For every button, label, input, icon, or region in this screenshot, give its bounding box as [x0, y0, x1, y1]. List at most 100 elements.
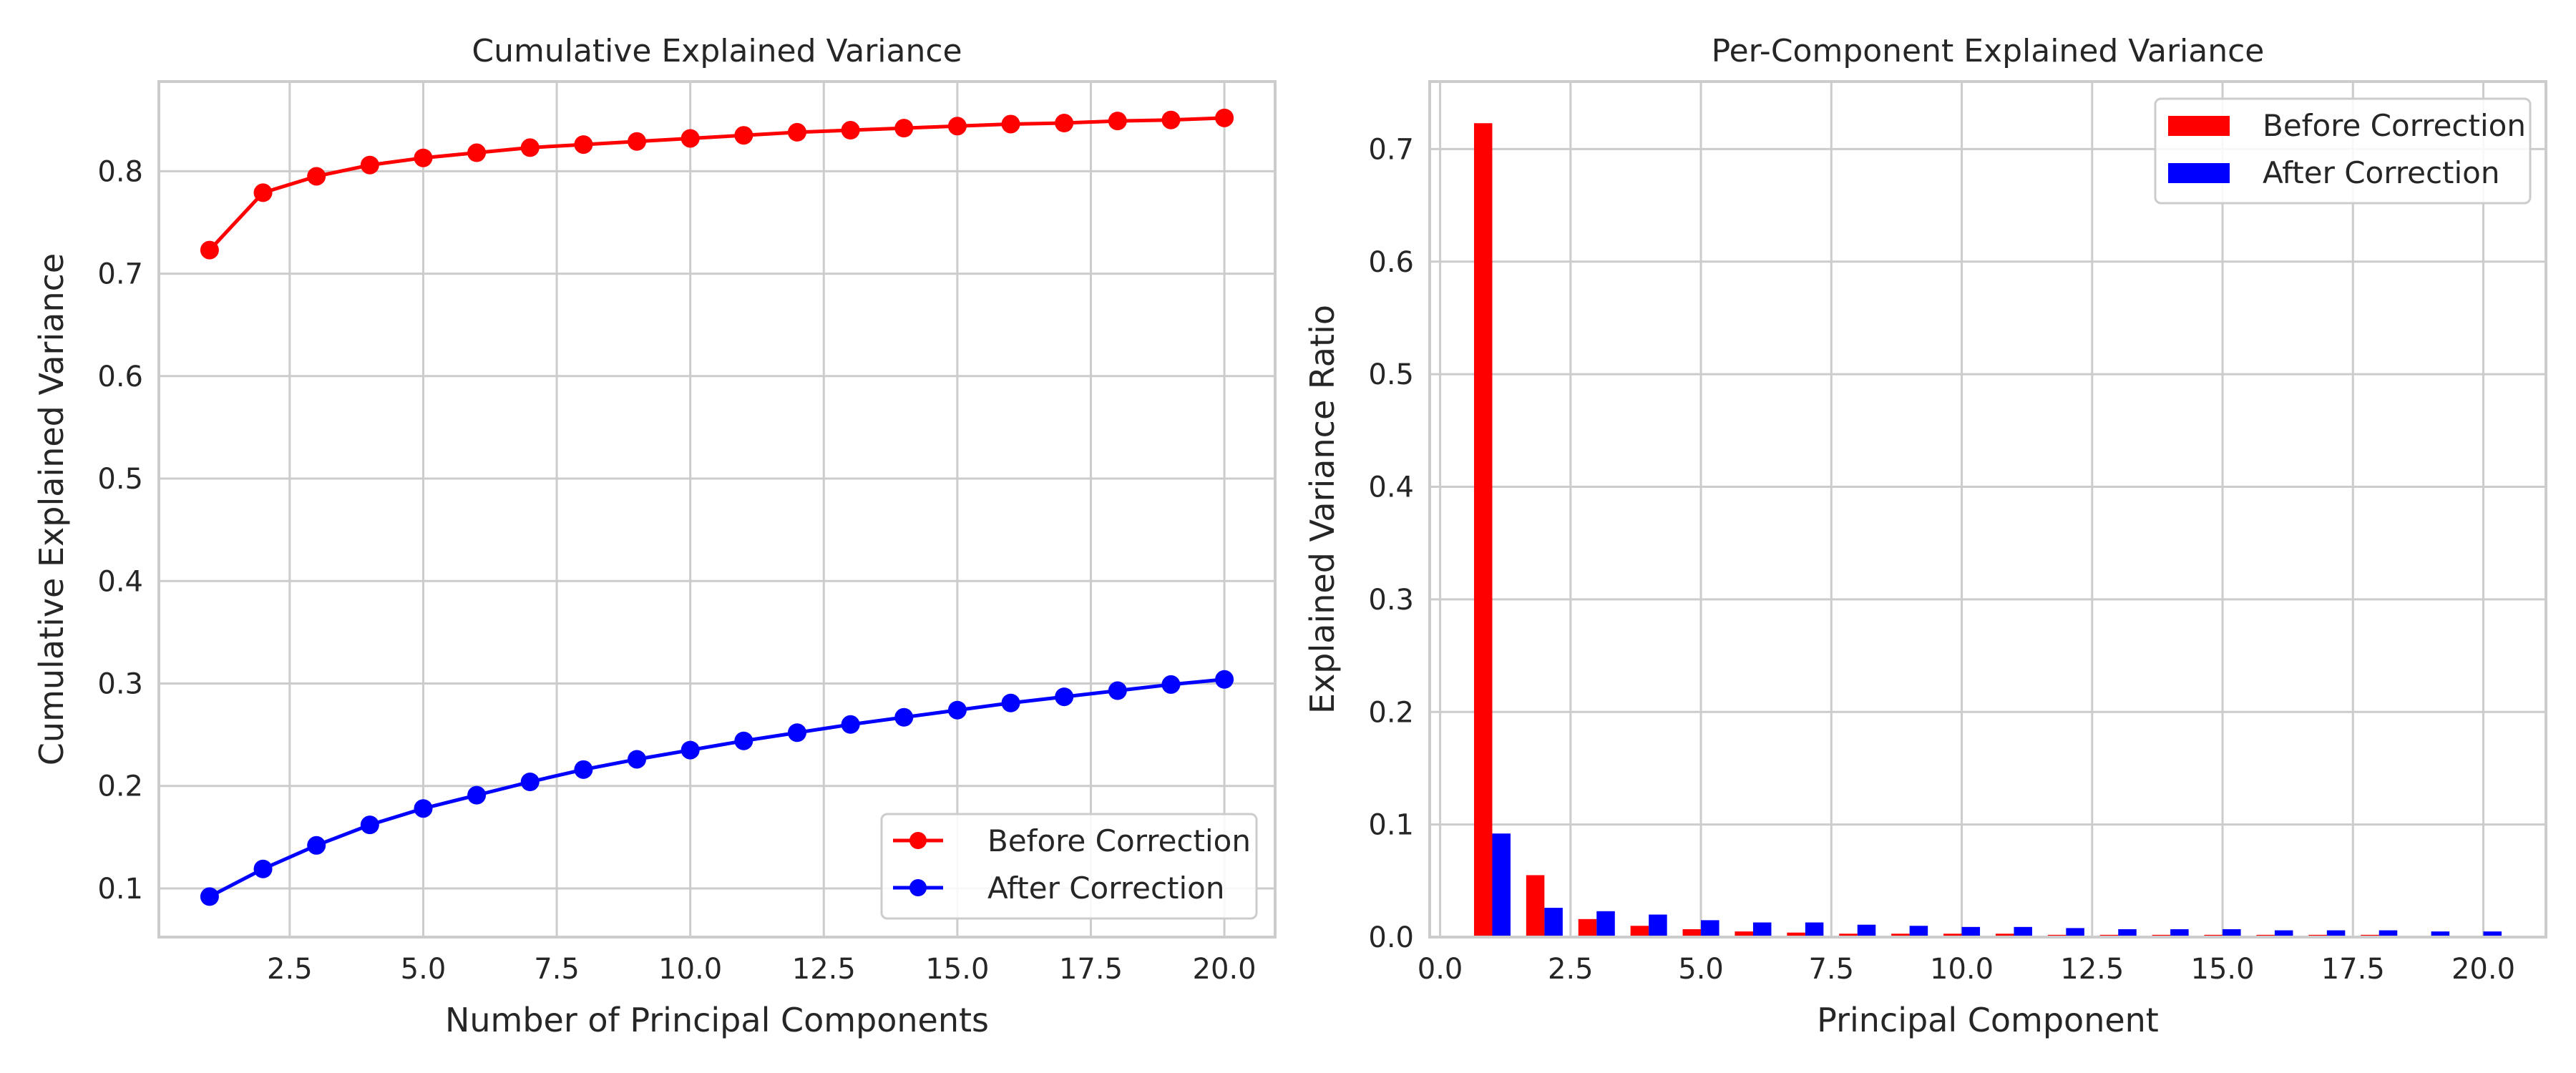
point-before-14	[894, 119, 914, 138]
left-x-tick-label: 17.5	[1059, 953, 1123, 986]
bar-after-10	[1961, 926, 1981, 937]
right-x-tick-label: 2.5	[1548, 953, 1594, 986]
point-after-13	[841, 715, 860, 734]
point-after-15	[947, 700, 967, 720]
point-before-13	[841, 121, 860, 140]
right-x-tick-label: 12.5	[2060, 953, 2124, 986]
point-before-12	[787, 122, 806, 142]
right-legend-before-swatch	[2168, 116, 2230, 136]
line-series-before	[208, 116, 1225, 252]
point-before-16	[1001, 114, 1020, 134]
bar-before-2	[1526, 875, 1545, 937]
left-x-tick-label: 20.0	[1193, 953, 1257, 986]
bar-after-3	[1596, 911, 1615, 937]
point-after-11	[734, 731, 753, 750]
right-y-tick-label: 0.3	[1368, 584, 1414, 617]
right-x-tick-label: 15.0	[2191, 953, 2255, 986]
cumulative-variance-chart: 2.5 5.0 7.5 10.0 12.5 15.0 17.5 20.0 0.1 0.2 0.3 0.…	[32, 33, 1277, 1039]
bar-before-4	[1630, 926, 1649, 937]
left-y-tick-label: 0.8	[97, 155, 143, 188]
left-legend-box	[880, 813, 1258, 920]
left-x-tick-label: 5.0	[401, 953, 447, 986]
right-x-axis-label: Principal Component	[1817, 1001, 2159, 1039]
bar-after-18	[2379, 930, 2398, 937]
point-after-6	[467, 785, 487, 805]
left-legend: Before Correction After Correction	[880, 813, 1258, 920]
bar-before-1	[1473, 123, 1493, 937]
right-x-tick-label: 5.0	[1678, 953, 1724, 986]
point-after-20	[1215, 670, 1234, 689]
left-x-tick-label: 10.0	[658, 953, 722, 986]
point-after-9	[628, 750, 647, 769]
right-plot-marks	[1473, 123, 2502, 937]
right-y-axis-label: Explained Variance Ratio	[1303, 305, 1342, 714]
bar-after-13	[2118, 929, 2137, 937]
point-before-19	[1161, 110, 1181, 129]
bar-after-12	[2066, 928, 2084, 937]
point-before-18	[1108, 112, 1127, 131]
left-legend-after-marker	[909, 879, 927, 896]
left-axes-frame	[157, 80, 1277, 939]
bar-before-10	[1943, 934, 1962, 937]
bar-before-8	[1839, 934, 1858, 937]
right-legend-box	[2154, 97, 2532, 205]
left-y-tick-label: 0.3	[97, 667, 143, 700]
right-x-tick-label: 0.0	[1418, 953, 1463, 986]
left-x-tick-label: 7.5	[534, 953, 580, 986]
left-y-tick-label: 0.6	[97, 361, 143, 393]
right-legend-after-label: After Correction	[2263, 155, 2500, 190]
point-before-5	[414, 148, 433, 167]
right-y-tick-label: 0.1	[1368, 809, 1414, 842]
bar-before-3	[1578, 918, 1597, 937]
bar-after-16	[2274, 930, 2293, 937]
point-after-1	[200, 887, 219, 906]
bar-after-9	[1909, 926, 1928, 937]
right-axes-frame	[1428, 80, 2547, 939]
bar-after-15	[2223, 929, 2241, 937]
bar-after-2	[1544, 908, 1563, 937]
left-y-tick-label: 0.7	[97, 258, 143, 291]
right-y-tick-label: 0.2	[1368, 696, 1414, 729]
left-plot-marks	[200, 108, 1234, 906]
point-before-10	[680, 129, 700, 148]
left-grid	[159, 82, 1275, 937]
right-x-tick-label: 10.0	[1930, 953, 1994, 986]
point-before-8	[574, 135, 593, 155]
right-y-tick-label: 0.5	[1368, 358, 1414, 391]
left-x-tick-label: 12.5	[792, 953, 856, 986]
point-before-3	[307, 167, 326, 186]
point-before-2	[253, 183, 273, 202]
point-after-5	[414, 799, 433, 818]
bar-after-7	[1805, 922, 1824, 937]
right-tick-labels: 0.0 2.5 5.0 7.5 10.0 12.5 15.0 17.5 20.0 0.0 0.1 0.…	[1368, 133, 2515, 986]
right-y-tick-label: 0.6	[1368, 246, 1414, 279]
point-after-3	[307, 836, 326, 855]
bar-before-11	[1995, 934, 2014, 937]
point-after-16	[1001, 693, 1020, 712]
right-chart-title: Per-Component Explained Variance	[1712, 33, 2265, 69]
right-legend: Before Correction After Correction	[2154, 97, 2532, 205]
left-y-tick-label: 0.4	[97, 565, 143, 598]
bar-after-1	[1492, 833, 1511, 937]
point-after-18	[1108, 681, 1127, 700]
right-x-tick-label: 17.5	[2321, 953, 2385, 986]
left-legend-after-label: After Correction	[987, 871, 1225, 906]
point-after-17	[1055, 687, 1074, 707]
bar-after-5	[1701, 920, 1719, 937]
point-before-17	[1055, 114, 1074, 133]
left-chart-title: Cumulative Explained Variance	[472, 33, 962, 69]
point-before-4	[360, 155, 379, 175]
point-before-15	[947, 117, 967, 136]
point-after-14	[894, 707, 914, 727]
right-x-tick-label: 20.0	[2451, 953, 2515, 986]
bar-after-11	[2014, 926, 2032, 937]
point-before-9	[628, 132, 647, 151]
point-before-20	[1215, 108, 1234, 127]
bar-after-4	[1649, 914, 1667, 937]
point-after-19	[1161, 675, 1181, 694]
point-after-2	[253, 859, 273, 878]
left-y-axis-label: Cumulative Explained Variance	[32, 253, 71, 765]
bar-after-19	[2431, 931, 2450, 937]
right-y-tick-label: 0.7	[1368, 133, 1414, 166]
